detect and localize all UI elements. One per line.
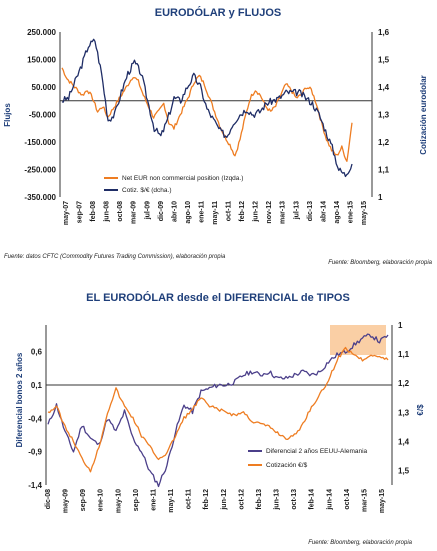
chart2-legend-diferencial: Diferencial 2 años EEUU-Alemania [266,448,368,455]
chart2-xtick: feb-14 [309,489,316,510]
chart2-series-cotizacion [47,346,389,473]
chart1-xtick: dic-09 [158,201,165,221]
chart2-ytick-left: -0,9 [28,448,42,457]
chart1-ytick-left: -250.000 [24,166,56,175]
chart2-xtick: ene-10 [98,489,105,511]
chart1-source: Fuente: datos CFTC (Commodity Futures Tr… [4,254,226,260]
chart2-xtick: oct-13 [291,489,298,510]
chart1-ytick-left: -50.000 [29,111,57,120]
chart1-xtick: jul-09 [144,201,151,220]
chart1-ytick-left: -350.000 [24,193,56,202]
chart1-series-cotiz [61,38,353,178]
chart1-xtick: jul-13 [293,201,300,220]
chart2-title: EL EURODÓLAR desde el DIFERENCIAL de TIP… [86,291,350,304]
chart2-xtick: jun-14 [326,489,333,511]
chart1-ytick-right: 1,3 [378,111,390,120]
chart1-ytick-right: 1,4 [378,83,390,92]
chart2-ytick-right: 1,5 [398,466,410,475]
chart1-legend-net-eur: Net EUR non commercial position (Izqda.) [122,175,243,182]
chart1-xtick: sep-07 [77,201,84,223]
chart1-ylabel-right: Cotización eurodolar [419,75,428,155]
chart2-xtick: jun-13 [274,489,281,511]
chart1-source-right: Fuente: Bloomberg, elaboración propia [328,260,432,266]
chart2-ylabel-right: €/$ [416,404,425,416]
chart1-xtick: feb-12 [239,201,246,222]
chart1-ytick-left: 50.000 [32,83,57,92]
chart2-xtick: may-11 [168,489,175,513]
chart2-xtick: oct-14 [344,489,351,510]
chart1-xtick: mar-13 [280,201,287,224]
chart1-xtick: feb-08 [90,201,97,222]
chart1-xtick: may-07 [63,201,70,225]
chart1-xtick: dic-13 [307,201,314,221]
chart1-title: EURODÓLAR y FLUJOS [155,6,282,19]
chart1-series-net-eur [61,67,353,162]
chart2-ylabel-left: Diferencial bonos 2 años [15,352,24,447]
chart2-xtick: sep-10 [133,489,140,511]
chart2-ytick-right: 1,2 [398,379,410,388]
chart2-xtick: ene-11 [150,489,157,511]
chart1-xtick: jun-12 [253,201,260,223]
chart2-ytick-right: 1,1 [398,350,410,359]
chart2-xtick: sep-09 [80,489,87,511]
chart1-xtick: mar-09 [131,201,138,224]
chart1-xtick: oct-11 [226,201,233,221]
chart1-ytick-right: 1,1 [378,166,390,175]
chart2-legend-cotizacion: Cotización €/$ [266,462,308,469]
chart1-ytick-left: -150.000 [24,138,56,147]
chart2-source: Fuente: Bloomberg, elaboración propia [308,540,412,546]
chart1-xtick: ene-15 [347,201,354,223]
chart2-xtick: feb-12 [203,489,210,510]
chart1-ytick-right: 1,5 [378,56,390,65]
chart2-xtick: oct-12 [238,489,245,510]
chart2-xtick: jun-12 [221,489,228,511]
chart2-xtick: may-10 [115,489,122,513]
chart1-xtick: abr-14 [320,201,327,222]
chart1-xtick: may-11 [212,201,219,225]
chart2-xtick: may-09 [63,489,70,513]
chart2-ytick-right: 1,4 [398,437,410,446]
chart1-xtick: ene-11 [198,201,205,223]
chart2-ytick-left: -1,4 [28,481,42,490]
chart2-ytick-right: 1,3 [398,408,410,417]
chart1-xtick: ago-14 [334,201,341,224]
chart1-xtick: nov-12 [266,201,273,224]
chart1-xtick: ago-10 [185,201,192,224]
chart2-ytick-left: 0,1 [31,381,43,390]
chart1-xtick: jun-08 [104,201,111,223]
chart2-xtick: oct-11 [186,489,193,509]
chart1-xtick: may-15 [361,201,368,225]
chart1-ytick-right: 1 [378,193,383,202]
chart2-ytick-left: 0,6 [31,348,43,357]
chart2-xtick: mar-15 [361,489,368,512]
chart2-ytick-right: 1 [398,321,403,330]
chart1-ytick-right: 1,2 [378,138,390,147]
chart2-xtick: feb-13 [256,489,263,510]
chart1-ytick-left: 250.000 [27,28,56,37]
chart2-xtick: dic-08 [45,489,52,509]
chart1-xtick: oct-08 [117,201,124,222]
chart2-xtick: may-15 [379,489,386,513]
chart1-ylabel-left: Flujos [3,103,12,127]
chart1-xtick: abr-10 [171,201,178,222]
chart1-legend-cotiz: Cotiz. $/€ (dcha.) [122,187,172,194]
chart1-ytick-left: 150.000 [27,56,56,65]
chart1-ytick-right: 1,6 [378,28,390,37]
chart2-ytick-left: -0,4 [28,414,42,423]
